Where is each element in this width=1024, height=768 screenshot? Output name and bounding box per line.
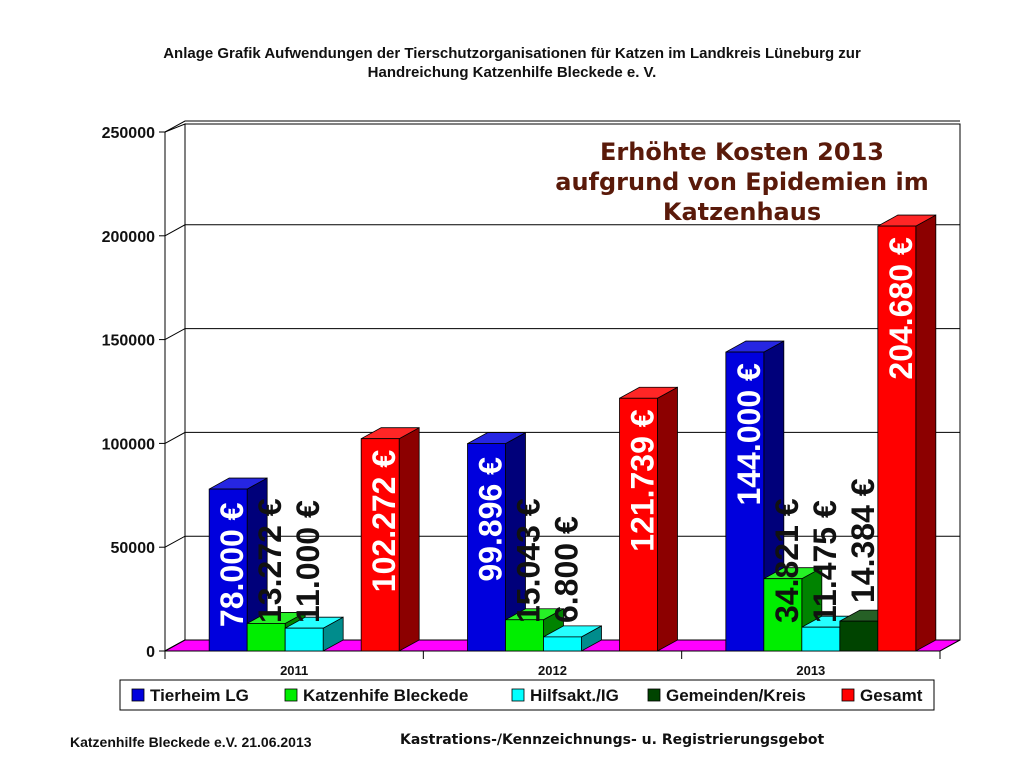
- footer-left-text: Katzenhilfe Bleckede e.V. 21.06.2013: [70, 734, 312, 750]
- annotation-line-1: Erhöhte Kosten 2013: [600, 138, 884, 166]
- data-label: 15.043 €: [511, 498, 547, 623]
- y-tick-label: 250000: [102, 125, 155, 142]
- data-label: 144.000 €: [731, 363, 767, 506]
- bar-katzenhife-bleckede: [763, 578, 803, 652]
- gridline: [164, 431, 960, 444]
- data-label: 99.896 €: [473, 457, 509, 582]
- legend-box: [119, 679, 935, 711]
- y-tick-label: 50000: [111, 540, 156, 557]
- data-label: 34.821 €: [769, 498, 805, 623]
- y-tick-label: 100000: [102, 436, 155, 453]
- x-tick-label: 2012: [538, 663, 567, 678]
- bar-hilfsakt-ig: [284, 627, 324, 652]
- bar-tierheim-lg: [467, 443, 506, 652]
- bar-gesamt: [877, 225, 917, 652]
- gridline: [164, 328, 960, 341]
- legend-swatch: [131, 688, 145, 702]
- data-label: 13.272 €: [252, 498, 288, 623]
- legend-label: Hilfsakt./IG: [530, 686, 619, 705]
- footer-right-text: Kastrations-/Kennzeichnungs- u. Registri…: [400, 732, 825, 748]
- bar-katzenhife-bleckede: [246, 623, 286, 652]
- bar-katzenhife-bleckede: [505, 619, 544, 652]
- data-label: 121.739 €: [625, 409, 661, 552]
- bar-hilfsakt-ig: [801, 626, 841, 652]
- bar-gesamt: [619, 397, 658, 652]
- x-tick-label: 2013: [796, 663, 825, 678]
- gridline: [164, 224, 960, 237]
- annotation-line-2: aufgrund von Epidemien im: [555, 168, 928, 196]
- data-label: 11.000 €: [290, 500, 326, 623]
- bar-tierheim-lg: [208, 488, 248, 652]
- data-label: 204.680 €: [883, 237, 919, 380]
- legend-item: Tierheim LG: [131, 686, 249, 705]
- bar-tierheim-lg: [725, 351, 765, 652]
- legend-item: Katzenhife Bleckede: [284, 686, 468, 705]
- y-tick-label: 200000: [102, 229, 155, 246]
- gridline: [164, 535, 960, 548]
- legend-label: Gesamt: [860, 686, 923, 705]
- data-label: 78.000 €: [214, 502, 250, 627]
- data-label: 6.800 €: [549, 516, 585, 623]
- legend-label: Katzenhife Bleckede: [303, 686, 468, 705]
- legend-label: Tierheim LG: [150, 686, 249, 705]
- chart-side-wall: [164, 123, 186, 652]
- bar-gemeinden-kreis: [839, 620, 879, 652]
- y-tick-label: 0: [146, 644, 155, 661]
- legend-label: Gemeinden/Kreis: [666, 686, 806, 705]
- bar-gesamt: [360, 438, 400, 652]
- page-title-line-2: Handreichung Katzenhilfe Bleckede e. V.: [367, 64, 657, 81]
- data-label: 11.475 €: [807, 500, 843, 623]
- legend-item: Hilfsakt./IG: [511, 686, 619, 705]
- gridline: [164, 120, 960, 133]
- page-title-line-1: Anlage Grafik Aufwendungen der Tierschut…: [163, 45, 861, 62]
- bar-hilfsakt-ig: [543, 636, 582, 652]
- legend-swatch: [841, 688, 855, 702]
- x-tick-label: 2011: [280, 663, 308, 678]
- legend-swatch: [647, 688, 661, 702]
- annotation-line-3: Katzenhaus: [663, 198, 821, 226]
- legend-swatch: [511, 688, 525, 702]
- page-title: Anlage Grafik Aufwendungen der Tierschut…: [60, 44, 964, 82]
- data-label: 102.272 €: [366, 450, 402, 593]
- y-tick-label: 150000: [102, 333, 155, 350]
- legend-swatch: [284, 688, 298, 702]
- legend-item: Gesamt: [841, 686, 923, 705]
- legend-item: Gemeinden/Kreis: [647, 686, 806, 705]
- data-label: 14.384 €: [845, 478, 881, 603]
